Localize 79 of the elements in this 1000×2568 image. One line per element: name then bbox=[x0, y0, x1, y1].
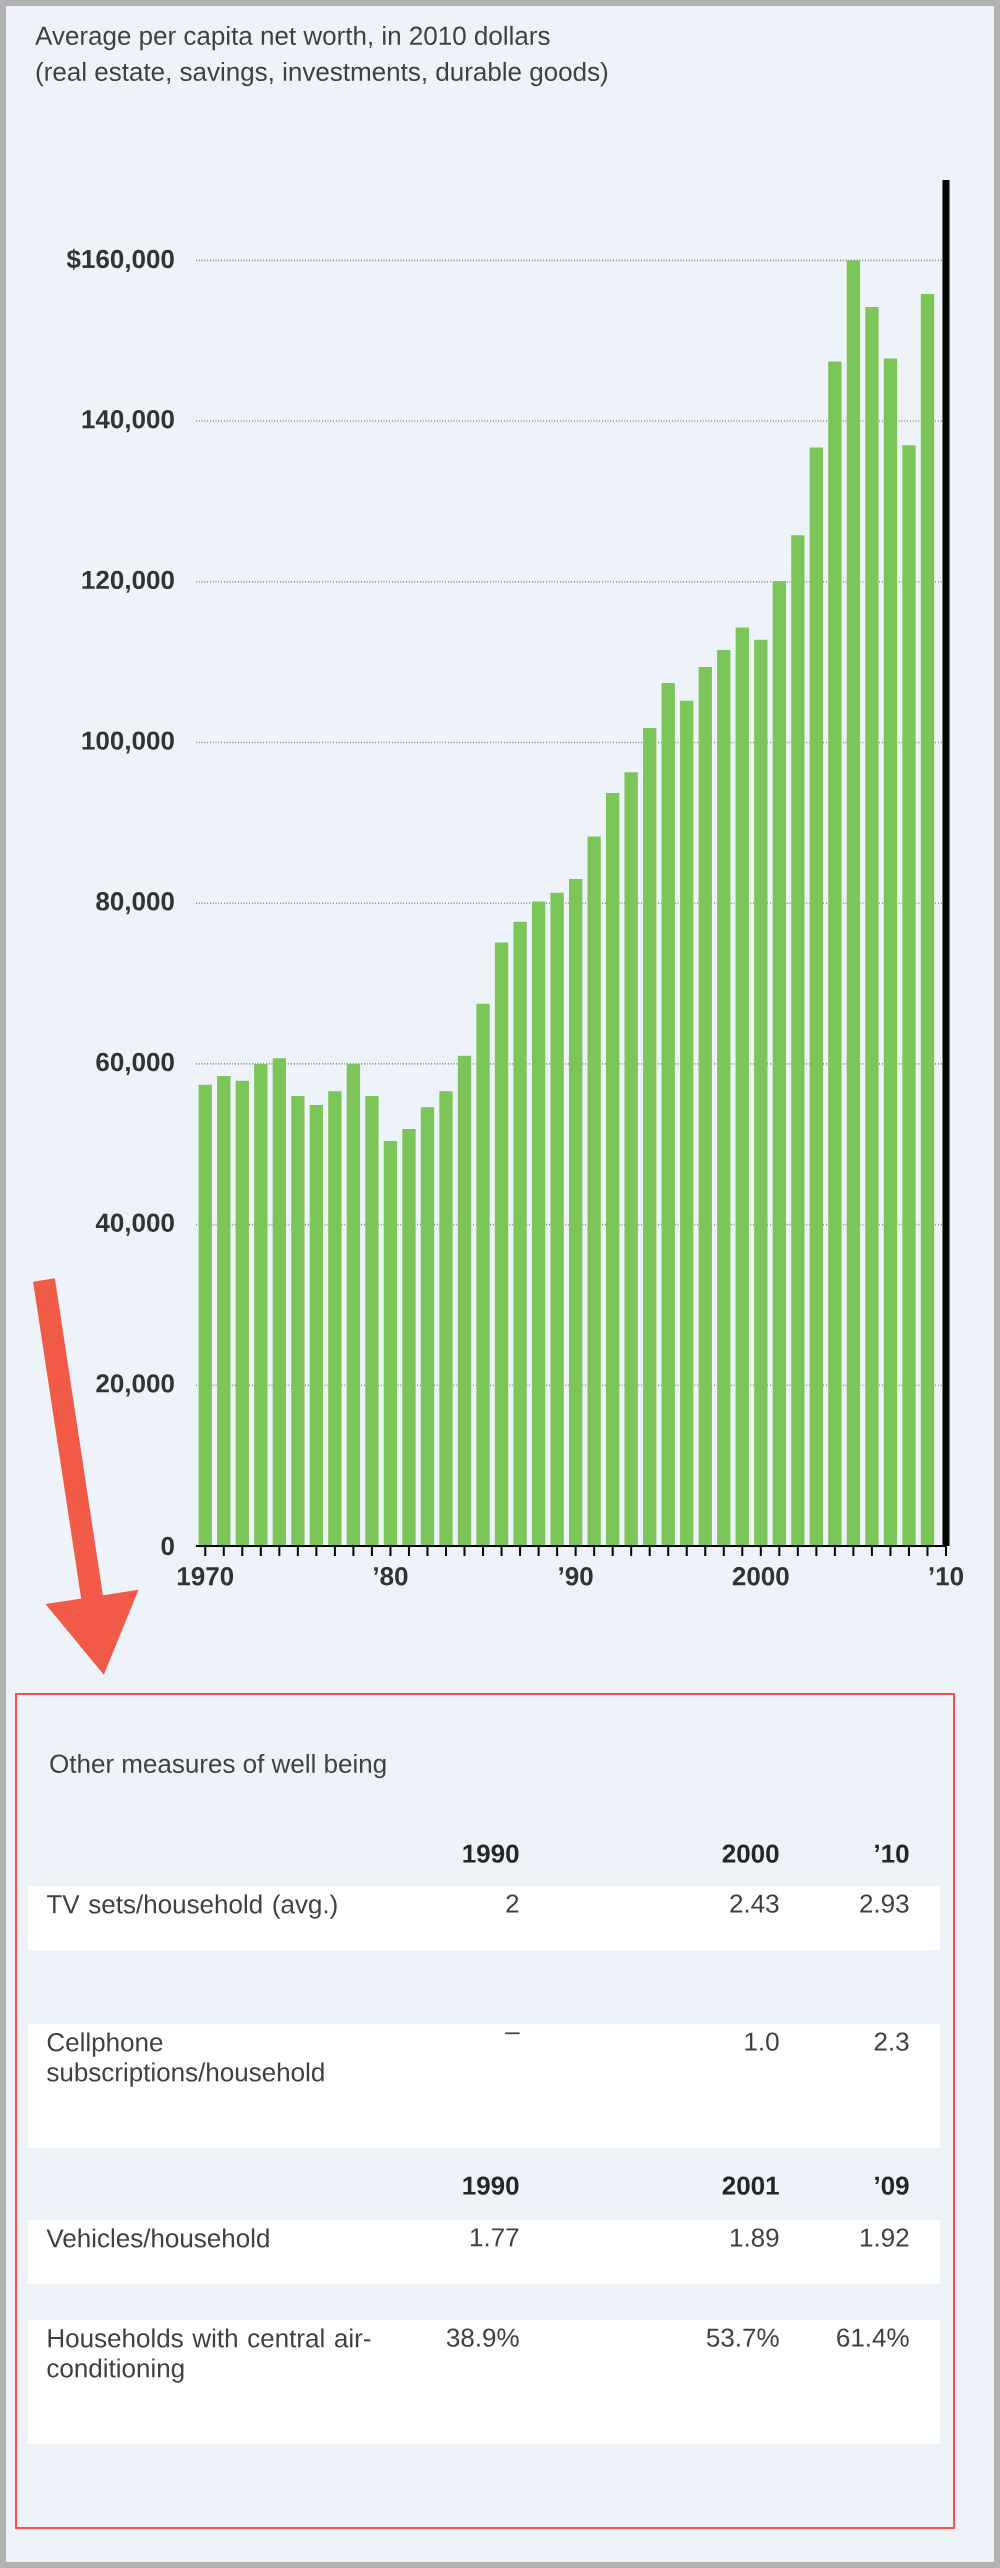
chart-title: Average per capita net worth, in 2010 dollars bbox=[35, 25, 550, 51]
bar bbox=[791, 535, 805, 1547]
y-tick-label: 120,000 bbox=[82, 570, 174, 593]
text: 38.9% bbox=[446, 2328, 519, 2347]
bar bbox=[328, 1091, 342, 1547]
bar bbox=[531, 901, 546, 1547]
text: 53.7% bbox=[706, 2328, 779, 2347]
x-tick-label: ’10 bbox=[929, 1567, 963, 1586]
text: Cellphone subscriptions/household bbox=[47, 2032, 324, 2087]
bar bbox=[680, 700, 694, 1547]
bar bbox=[346, 1063, 361, 1547]
text: 1.92 bbox=[860, 2228, 909, 2247]
y-tick-label: 0 bbox=[161, 1536, 174, 1556]
bar bbox=[254, 1063, 268, 1547]
bar bbox=[735, 627, 749, 1547]
text: 1.89 bbox=[730, 2228, 779, 2247]
y-tick-label: 60,000 bbox=[96, 1052, 174, 1075]
text: 61.4% bbox=[837, 2328, 909, 2347]
bar bbox=[383, 1141, 398, 1547]
bar bbox=[550, 892, 564, 1547]
text: 2000 bbox=[722, 1844, 779, 1863]
bar bbox=[846, 260, 861, 1547]
bar bbox=[865, 306, 879, 1547]
bar bbox=[920, 294, 935, 1547]
y-tick-label: 140,000 bbox=[82, 409, 174, 433]
bar bbox=[883, 358, 898, 1547]
bar bbox=[235, 1080, 249, 1547]
text: TV sets/household (avg.) bbox=[47, 1894, 337, 1919]
bar bbox=[272, 1058, 286, 1547]
bar bbox=[717, 650, 731, 1547]
bar bbox=[902, 445, 916, 1547]
text: – bbox=[505, 2032, 520, 2035]
bar bbox=[439, 1091, 453, 1547]
bar bbox=[365, 1096, 379, 1547]
bar bbox=[513, 921, 527, 1547]
y-tick-label: 40,000 bbox=[95, 1213, 174, 1236]
bar bbox=[476, 1003, 490, 1547]
text: 1.77 bbox=[470, 2228, 519, 2247]
text: 2.93 bbox=[860, 1894, 909, 1913]
text: Vehicles/household bbox=[46, 2228, 269, 2248]
text: ’09 bbox=[875, 2176, 909, 2195]
text: 2 bbox=[506, 1894, 519, 1913]
bar bbox=[587, 836, 601, 1547]
text: 2.43 bbox=[730, 1894, 779, 1913]
bar bbox=[643, 728, 657, 1547]
bar bbox=[494, 942, 509, 1547]
y-tick-label: 20,000 bbox=[96, 1374, 174, 1397]
bar bbox=[291, 1096, 305, 1547]
bar bbox=[217, 1075, 231, 1547]
x-tick-label: 2000 bbox=[732, 1567, 789, 1586]
bar bbox=[568, 879, 583, 1547]
bar bbox=[624, 772, 638, 1547]
text: ’10 bbox=[875, 1844, 909, 1863]
bar bbox=[198, 1084, 212, 1547]
bar bbox=[698, 666, 712, 1547]
y-tick-label: $160,000 bbox=[66, 248, 174, 273]
x-tick-label: 1970 bbox=[177, 1567, 234, 1586]
x-tick-label: ’90 bbox=[559, 1567, 593, 1586]
bar bbox=[772, 580, 786, 1547]
x-tick-label: ’80 bbox=[374, 1567, 408, 1586]
text: 1.0 bbox=[745, 2032, 779, 2051]
bar bbox=[420, 1107, 435, 1547]
bar bbox=[828, 361, 842, 1547]
y-tick-label: 80,000 bbox=[96, 892, 174, 915]
bar bbox=[309, 1104, 324, 1547]
bar bbox=[661, 683, 675, 1547]
y-tick-label: 100,000 bbox=[82, 731, 174, 754]
text: 1990 bbox=[463, 2176, 519, 2195]
text: Households with central air-conditioning bbox=[47, 2328, 371, 2383]
bar bbox=[606, 793, 620, 1547]
text: 1990 bbox=[463, 1844, 519, 1863]
bar bbox=[809, 447, 824, 1547]
text: 2.3 bbox=[874, 2032, 909, 2051]
text: 2001 bbox=[722, 2176, 779, 2195]
bar bbox=[457, 1055, 472, 1547]
chart-subtitle: (real estate, savings, investments, durable goods) bbox=[36, 61, 608, 87]
text: Other measures of well being bbox=[50, 1753, 386, 1779]
bar bbox=[402, 1128, 416, 1547]
bar bbox=[754, 639, 768, 1547]
